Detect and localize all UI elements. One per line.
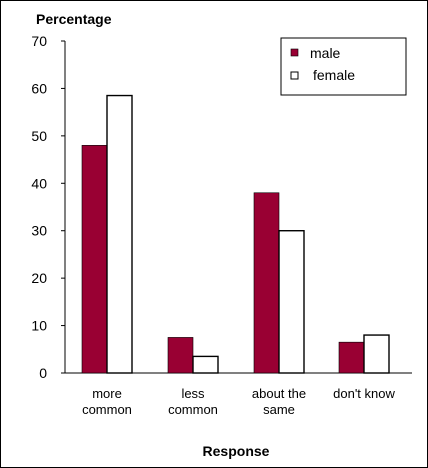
bar-female (363, 334, 390, 374)
x-category-label: same (263, 402, 295, 417)
bar-male (253, 192, 280, 374)
y-tick-label: 70 (31, 33, 47, 49)
legend-label-female: female (313, 67, 355, 83)
y-tick-label: 0 (39, 365, 47, 381)
bar-female (106, 94, 133, 374)
x-category-label: common (82, 402, 132, 417)
bar-male (338, 341, 365, 374)
x-axis-title: Response (203, 443, 270, 459)
bar-male (81, 145, 108, 374)
y-tick-label: 10 (31, 318, 47, 334)
legend-box (280, 37, 407, 96)
x-category-label: more (92, 386, 122, 401)
legend-swatch-male (290, 48, 299, 57)
x-category-label: less (181, 386, 205, 401)
y-tick-label: 50 (31, 128, 47, 144)
y-axis-title: Percentage (36, 11, 112, 27)
bars (81, 94, 390, 374)
legend-swatch-female (290, 71, 299, 80)
y-axis: 0 10 20 30 40 50 60 70 (31, 33, 65, 381)
y-tick-label: 40 (31, 175, 47, 191)
x-category-label: common (168, 402, 218, 417)
bar-male (167, 337, 194, 374)
x-category-label: don't know (333, 386, 395, 401)
bar-female (278, 230, 305, 374)
legend: male female (280, 37, 407, 96)
legend-label-male: male (310, 45, 341, 61)
y-tick-label: 30 (31, 223, 47, 239)
y-tick-label: 60 (31, 80, 47, 96)
y-tick-label: 20 (31, 270, 47, 286)
bar-female (192, 355, 219, 374)
x-category-label: about the (252, 386, 306, 401)
